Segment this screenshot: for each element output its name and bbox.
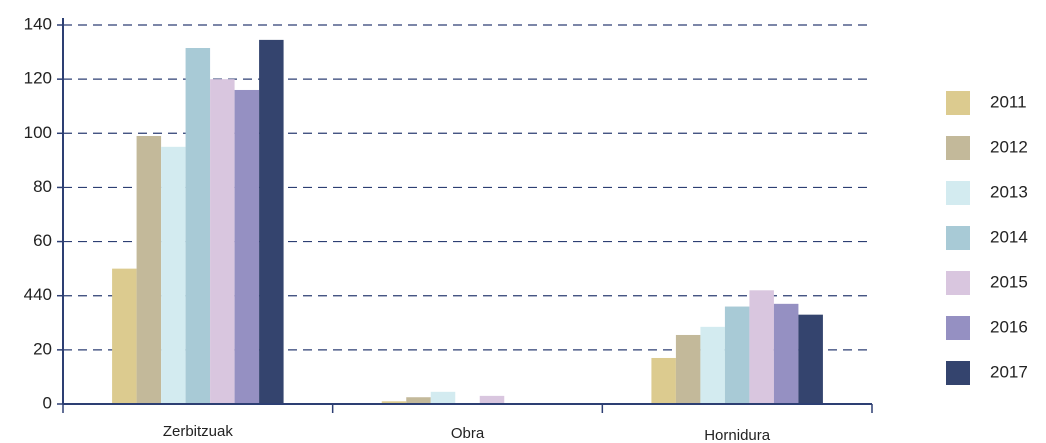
legend-swatch: [946, 91, 970, 115]
bar: [749, 290, 774, 404]
x-tick-label: Obra: [451, 425, 485, 442]
legend-swatch: [946, 181, 970, 205]
bar: [210, 79, 235, 405]
bar: [479, 395, 505, 404]
bar: [381, 401, 407, 404]
x-tick-label: Hornidura: [704, 427, 771, 443]
legend-label: 2015: [990, 272, 1028, 291]
bar: [234, 89, 260, 404]
bar: [675, 334, 701, 404]
y-tick-label: 0: [43, 393, 52, 412]
y-tick-label: 140: [24, 14, 52, 33]
legend-label: 2012: [990, 137, 1028, 156]
bar: [185, 48, 211, 405]
legend-label: 2013: [990, 182, 1028, 201]
bar: [112, 268, 137, 404]
y-tick-label: 120: [24, 69, 52, 88]
bar: [406, 397, 431, 404]
bar: [161, 146, 186, 405]
bar: [700, 326, 725, 404]
y-tick-label: 20: [33, 339, 52, 358]
legend-label: 2017: [990, 362, 1028, 381]
legend-swatch: [946, 271, 970, 295]
bar: [136, 135, 162, 404]
legend-label: 2016: [990, 317, 1028, 336]
legend-swatch: [946, 226, 970, 250]
legend-swatch: [946, 136, 970, 160]
bar: [259, 39, 284, 405]
y-tick-label: 80: [33, 177, 52, 196]
y-tick-label: 440: [24, 285, 52, 304]
legend-label: 2011: [990, 92, 1027, 111]
legend-swatch: [946, 361, 970, 385]
legend-label: 2014: [990, 227, 1028, 246]
legend-swatch: [946, 316, 970, 340]
bar: [798, 314, 823, 404]
bar: [724, 306, 750, 404]
bar: [430, 391, 456, 404]
bar: [651, 357, 676, 404]
x-tick-label: Zerbitzuak: [163, 423, 234, 440]
bar: [773, 303, 799, 404]
y-tick-label: 60: [33, 231, 52, 250]
y-tick-label: 100: [24, 123, 52, 142]
